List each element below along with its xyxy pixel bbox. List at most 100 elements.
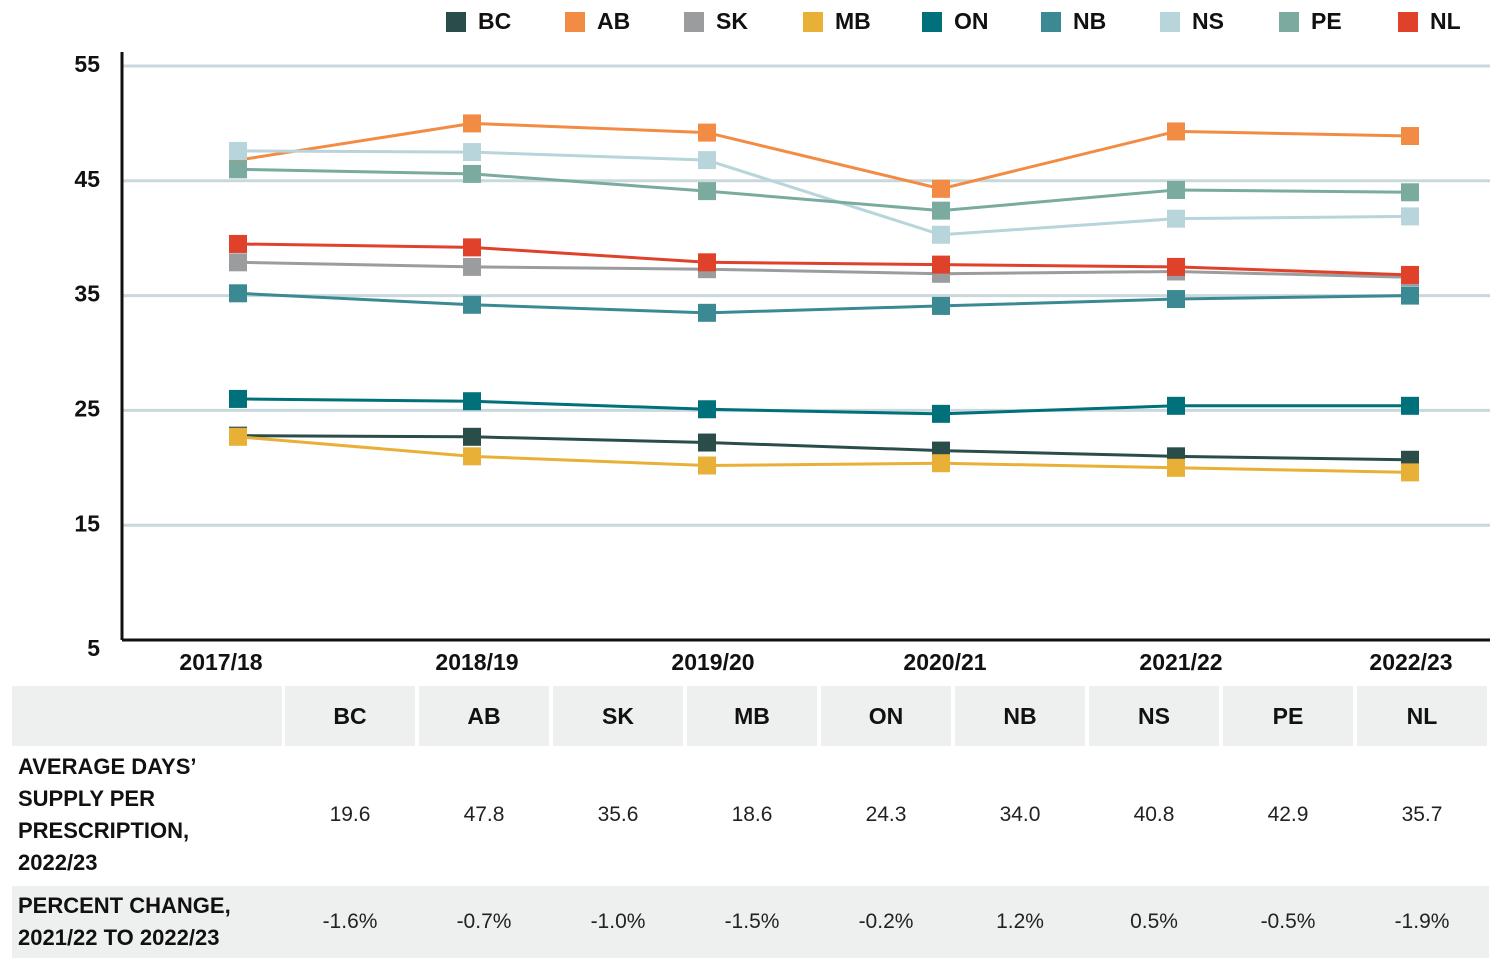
- table-cell: -0.5%: [1221, 886, 1355, 958]
- marker: [1401, 207, 1419, 226]
- marker: [1401, 396, 1419, 415]
- table-cell: 24.3: [865, 803, 907, 826]
- x-tick-label: 2019/20: [671, 649, 754, 675]
- table-cell: 35.6: [597, 803, 639, 826]
- legend-label: MB: [835, 8, 871, 34]
- marker: [463, 238, 481, 257]
- series-line: [237, 167, 1411, 213]
- series-line: [237, 397, 1410, 416]
- series-line: [237, 121, 1411, 191]
- column-header: NS: [1089, 686, 1219, 746]
- marker: [463, 143, 481, 162]
- legend-swatch: [1160, 12, 1180, 32]
- marker: [698, 182, 716, 201]
- legend-label: BC: [478, 8, 511, 34]
- series-line: [237, 149, 1411, 237]
- marker: [463, 257, 481, 276]
- marker: [229, 234, 247, 253]
- legend-swatch: [565, 12, 585, 32]
- marker: [463, 295, 481, 314]
- table-cell: 1.2%: [953, 886, 1087, 958]
- marker: [932, 201, 950, 220]
- marker: [698, 123, 716, 142]
- marker: [1401, 183, 1419, 202]
- header-blank: [12, 686, 282, 746]
- marker: [932, 225, 950, 244]
- legend-label: NS: [1192, 8, 1224, 34]
- marker: [1401, 286, 1419, 305]
- marker: [463, 427, 481, 446]
- marker: [1401, 127, 1419, 146]
- x-tick-label: 2021/22: [1139, 649, 1222, 675]
- marker: [698, 433, 716, 452]
- marker: [1167, 257, 1185, 276]
- legend-label: NL: [1430, 8, 1461, 34]
- table-cell: 35.7: [1401, 803, 1443, 826]
- marker: [932, 255, 950, 274]
- marker: [698, 253, 716, 272]
- marker: [229, 160, 247, 179]
- table-cell: 19.6: [329, 803, 371, 826]
- series-line: [237, 291, 1411, 315]
- legend-swatch: [922, 12, 942, 32]
- marker: [1167, 290, 1185, 309]
- legend-swatch: [1279, 12, 1299, 32]
- column-header: SK: [553, 686, 683, 746]
- x-tick-label: 2022/23: [1369, 649, 1452, 675]
- legend-swatch: [803, 12, 823, 32]
- table-cell: -0.7%: [417, 886, 551, 958]
- y-tick-label: 45: [74, 166, 100, 192]
- marker: [1167, 209, 1185, 228]
- marker: [1167, 122, 1185, 141]
- table-cell: 0.5%: [1087, 886, 1221, 958]
- x-tick-label: 2017/18: [179, 649, 262, 675]
- y-tick-label: 5: [87, 635, 100, 661]
- table-cell: -1.9%: [1355, 886, 1489, 958]
- legend-swatch: [684, 12, 704, 32]
- marker: [1167, 180, 1185, 199]
- marker: [463, 114, 481, 133]
- table-cell: -0.2%: [819, 886, 953, 958]
- marker: [1401, 265, 1419, 284]
- marker: [463, 447, 481, 466]
- marker: [463, 392, 481, 411]
- table-cell: -1.5%: [685, 886, 819, 958]
- marker: [1167, 458, 1185, 477]
- marker: [932, 179, 950, 198]
- column-header: NB: [955, 686, 1085, 746]
- marker: [932, 296, 950, 315]
- table-cell: 34.0: [999, 803, 1041, 826]
- marker: [698, 400, 716, 419]
- table-cell: 42.9: [1267, 803, 1309, 826]
- row-label: AVERAGE DAYS’ SUPPLY PER PRESCRIPTION, 2…: [18, 754, 196, 875]
- marker: [463, 164, 481, 183]
- row-label: PERCENT CHANGE, 2021/22 TO 2022/23: [12, 886, 284, 958]
- marker: [932, 454, 950, 473]
- marker: [229, 253, 247, 272]
- legend-label: ON: [954, 8, 989, 34]
- table-cell: 18.6: [731, 803, 773, 826]
- marker: [229, 284, 247, 303]
- legend-swatch: [446, 12, 466, 32]
- marker: [229, 389, 247, 408]
- table-cell: 47.8: [463, 803, 505, 826]
- marker: [932, 404, 950, 423]
- marker: [229, 427, 247, 446]
- marker: [698, 151, 716, 170]
- series-line: [237, 434, 1411, 462]
- y-tick-label: 25: [74, 395, 100, 421]
- y-tick-label: 55: [74, 51, 100, 77]
- legend-label: NB: [1073, 8, 1106, 34]
- series-line: [237, 242, 1411, 277]
- marker: [1401, 463, 1419, 482]
- legend-label: PE: [1311, 8, 1342, 34]
- marker: [698, 456, 716, 475]
- legend-swatch: [1398, 12, 1418, 32]
- x-tick-label: 2018/19: [435, 649, 518, 675]
- column-header: PE: [1223, 686, 1353, 746]
- series-line: [237, 435, 1411, 474]
- table-cell: 40.8: [1133, 803, 1175, 826]
- table-cell: -1.0%: [551, 886, 685, 958]
- table-cell: -1.6%: [283, 886, 417, 958]
